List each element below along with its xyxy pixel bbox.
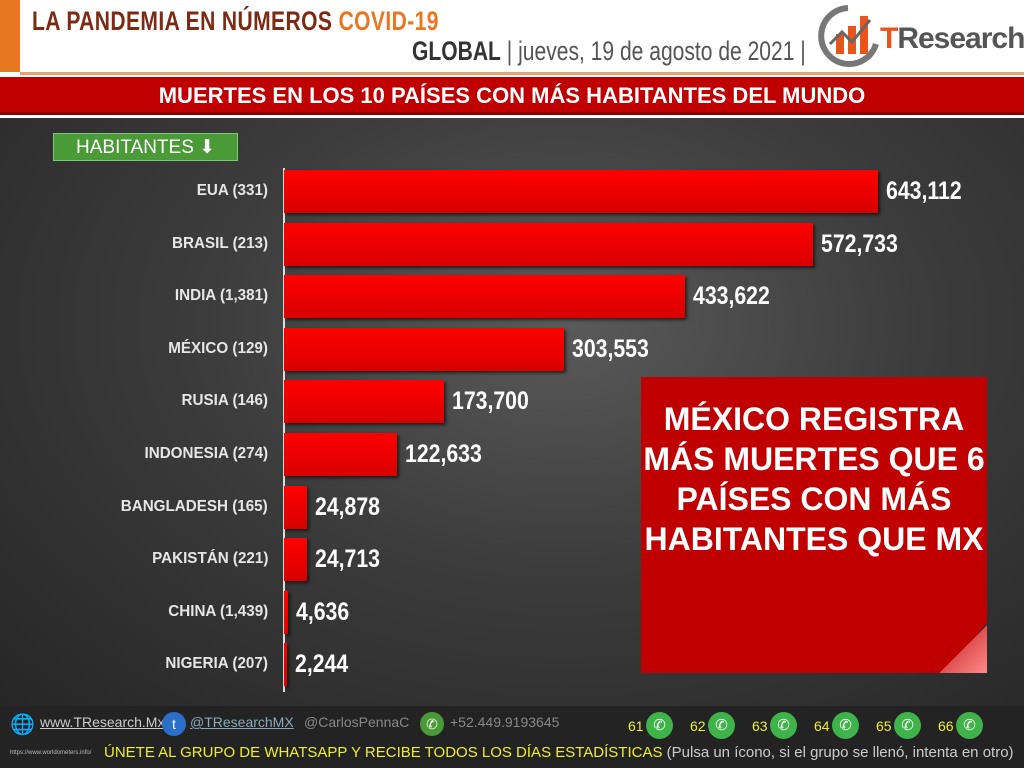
- bar: [284, 275, 685, 319]
- category-label: RUSIA (146): [181, 392, 268, 410]
- callout: MÉXICO REGISTRA MÁS MUERTES QUE 6 PAÍSES…: [641, 377, 987, 673]
- join-note: (Pulsa un ícono, si el grupo se llenó, i…: [666, 744, 1014, 761]
- footer: 🌐 www.TResearch.Mx t @TResearchMX @Carlo…: [0, 706, 1024, 768]
- subtitle: GLOBAL | jueves, 19 de agosto de 2021 |: [412, 36, 806, 66]
- category-label: INDIA (1,381): [174, 287, 268, 305]
- data-label: 572,733: [820, 229, 898, 258]
- data-label: 122,633: [405, 440, 483, 468]
- whatsapp-icon[interactable]: ✆: [832, 712, 859, 739]
- data-label: 24,713: [314, 545, 380, 574]
- category-label: BRASIL (213): [171, 234, 268, 252]
- accent-bar: [0, 0, 20, 72]
- twitter-link[interactable]: @TResearchMX: [190, 714, 294, 730]
- scope: GLOBAL: [412, 36, 501, 66]
- bar: [284, 643, 287, 687]
- category-label: EUA (331): [196, 182, 268, 199]
- chart-title: MUERTES EN LOS 10 PAÍSES CON MÁS HABITAN…: [0, 77, 1024, 115]
- data-label: 2,244: [295, 650, 349, 679]
- data-label: 24,878: [314, 492, 380, 521]
- category-label: CHINA (1,439): [168, 602, 268, 620]
- page-fold: [940, 624, 987, 673]
- whatsapp-icon[interactable]: ✆: [646, 712, 673, 739]
- globe-icon: 🌐: [10, 714, 35, 736]
- phone: +52.449.9193645: [450, 714, 560, 730]
- group-number: 63: [752, 718, 768, 734]
- whatsapp-icon[interactable]: ✆: [894, 712, 921, 739]
- group-number: 64: [814, 718, 830, 734]
- category-label: MÉXICO (129): [168, 339, 268, 357]
- whatsapp-icon[interactable]: ✆: [770, 712, 797, 739]
- divider: [20, 72, 1024, 75]
- bar: [284, 327, 565, 371]
- bar: [284, 433, 398, 476]
- data-label: 643,112: [886, 177, 962, 205]
- bar: [284, 380, 445, 424]
- sort-label: HABITANTES ⬇: [53, 133, 238, 161]
- bar: [284, 170, 878, 213]
- logo: TResearch: [818, 4, 1024, 70]
- whatsapp-icon[interactable]: ✆: [956, 712, 983, 739]
- bar: [284, 222, 813, 266]
- y-axis: [283, 168, 285, 692]
- bar: [284, 538, 307, 582]
- title-text: LA PANDEMIA EN NÚMEROS: [32, 6, 333, 36]
- title-accent: COVID-19: [338, 6, 439, 36]
- category-label: INDONESIA (274): [144, 445, 268, 462]
- category-label: PAKISTÁN (221): [151, 550, 268, 568]
- page-title: LA PANDEMIA EN NÚMEROS COVID-19: [32, 6, 439, 37]
- twitter-icon: t: [162, 712, 186, 736]
- data-label: 433,622: [692, 282, 770, 311]
- source: https://www.worldometers.info/: [10, 750, 92, 756]
- data-label: 4,636: [296, 597, 350, 626]
- group-number: 61: [628, 718, 644, 734]
- group-number: 65: [876, 718, 892, 734]
- website-link[interactable]: www.TResearch.Mx: [40, 714, 165, 730]
- data-label: 303,553: [572, 334, 650, 363]
- logo-chart-icon: [818, 5, 879, 67]
- header: LA PANDEMIA EN NÚMEROS COVID-19 GLOBAL |…: [0, 0, 1024, 74]
- category-label: BANGLADESH (165): [121, 497, 268, 515]
- date: jueves, 19 de agosto de 2021: [518, 36, 795, 66]
- whatsapp-icon[interactable]: ✆: [708, 712, 735, 739]
- data-label: 173,700: [452, 387, 530, 416]
- bar: [284, 590, 289, 634]
- bar: [284, 485, 307, 529]
- sort-label-text: HABITANTES: [76, 137, 194, 158]
- arrow-down-circle-icon: ⬇: [193, 137, 216, 158]
- twitter2: @CarlosPennaC: [304, 714, 410, 730]
- group-number: 62: [690, 718, 706, 734]
- category-label: NIGERIA (207): [165, 655, 268, 673]
- join-text: ÚNETE AL GRUPO DE WHATSAPP Y RECIBE TODO…: [104, 744, 1014, 761]
- join-main: ÚNETE AL GRUPO DE WHATSAPP Y RECIBE TODO…: [104, 744, 663, 761]
- group-number: 66: [938, 718, 954, 734]
- phone-icon: ✆: [420, 712, 444, 736]
